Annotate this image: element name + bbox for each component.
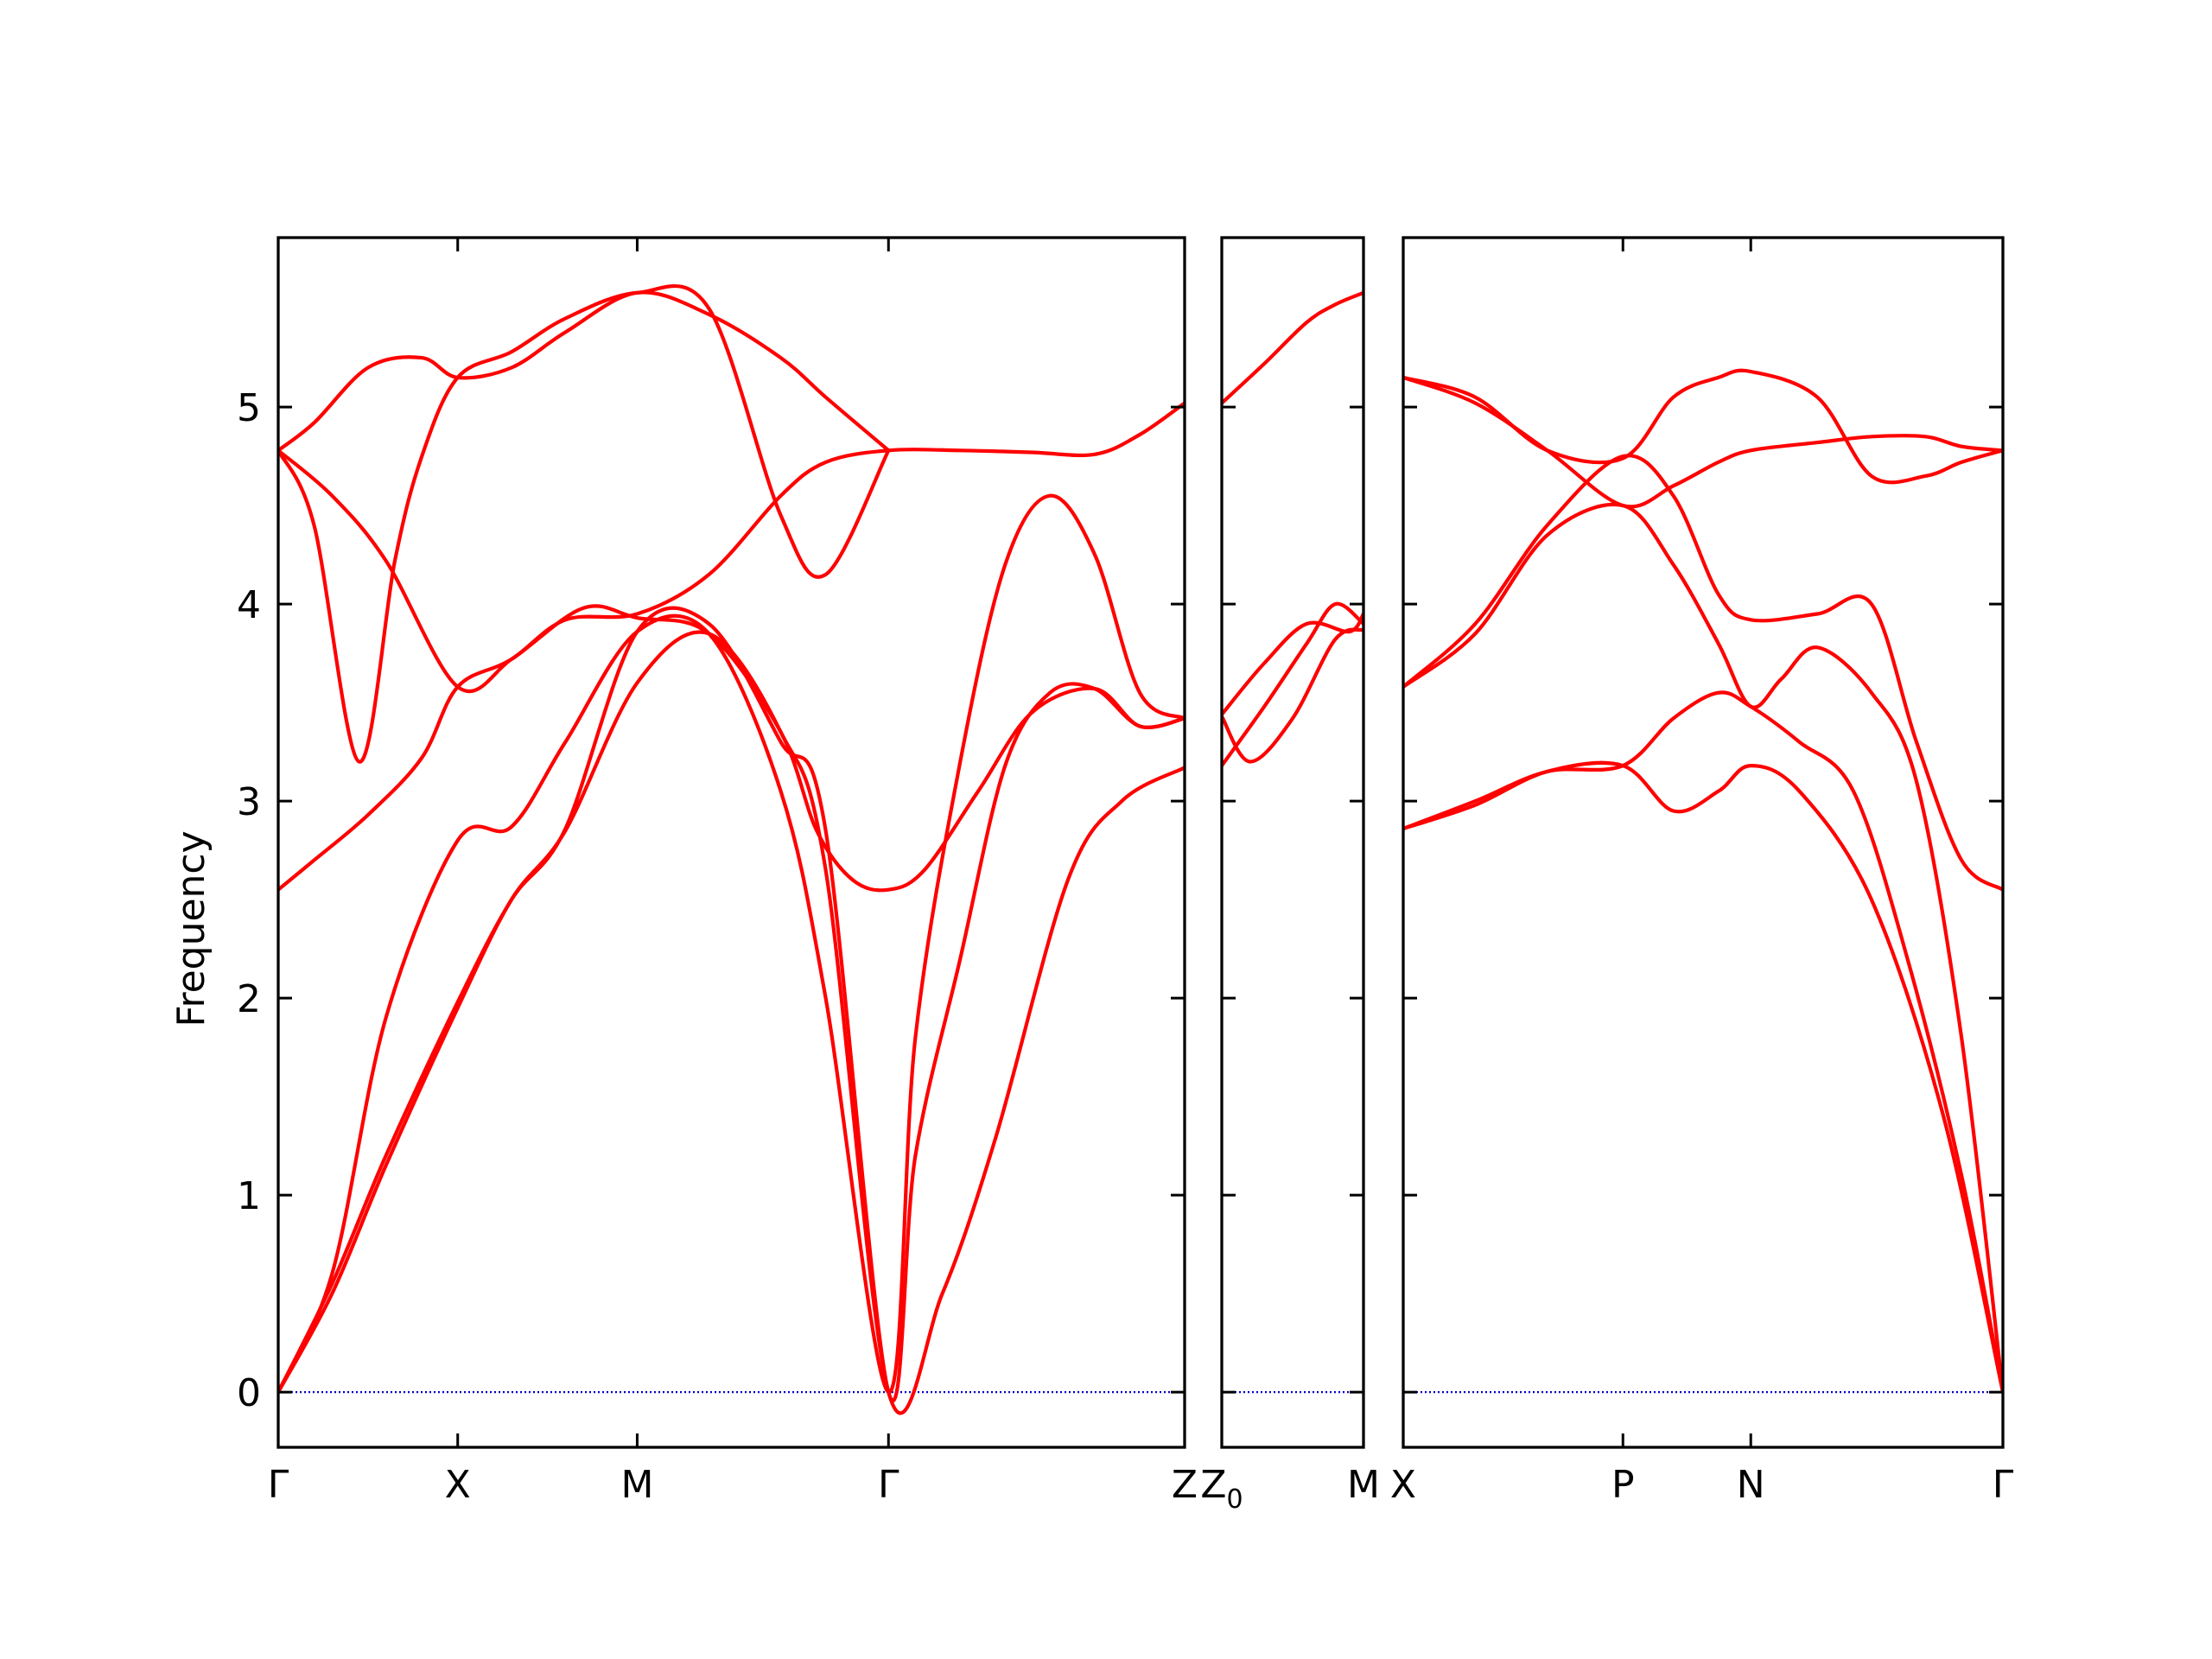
x-tick-label: P (1611, 1463, 1635, 1507)
x-tick-label: Γ (268, 1463, 289, 1507)
x-tick-label-subscript: 0 (1227, 1484, 1243, 1515)
x-tick-label: N (1737, 1463, 1765, 1507)
y-axis-label: Frequency (169, 830, 213, 1027)
x-tick-label: M (620, 1463, 653, 1507)
band-2 (1403, 690, 2003, 1393)
x-tick-label: Γ (878, 1463, 899, 1507)
band-4 (1222, 290, 1363, 405)
x-tick-label: X (1390, 1463, 1416, 1507)
band-5 (1403, 368, 2003, 485)
band-1 (278, 630, 1185, 1415)
y-tick-label: 1 (237, 1174, 261, 1218)
band-4 (278, 604, 1185, 893)
x-tick-label: X (445, 1463, 471, 1507)
band-4 (1403, 454, 2003, 892)
y-tick-label: 2 (237, 977, 261, 1021)
panel-frame (1220, 236, 1365, 1449)
band-3 (1222, 613, 1363, 716)
panel-frame (276, 236, 1186, 1449)
band-3 (1403, 502, 2003, 1393)
band-1 (1222, 627, 1363, 764)
band-2 (278, 606, 1185, 1403)
y-tick-label: 3 (237, 780, 261, 824)
y-tick-label: 0 (237, 1371, 261, 1415)
band-7 (278, 290, 890, 452)
x-tick-label: Γ (1993, 1463, 2014, 1507)
band-1 (1403, 760, 2003, 1393)
band-6 (278, 284, 891, 764)
band-3 (278, 493, 1185, 1395)
panel-2: Z0 M (1200, 236, 1380, 1515)
x-tick-label: Z0 (1200, 1463, 1243, 1515)
x-tick-label: Z (1172, 1463, 1198, 1507)
band-2 (1222, 601, 1363, 767)
panel-frame (1402, 236, 2005, 1449)
y-tick-label: 5 (237, 386, 261, 430)
y-tick-label: 4 (237, 583, 261, 627)
band-5 (278, 401, 1185, 694)
panel-1: 0 1 2 3 4 5 Γ X M Γ Z (237, 236, 1198, 1507)
band-6 (1403, 375, 2003, 509)
x-tick-label: M (1347, 1463, 1380, 1507)
